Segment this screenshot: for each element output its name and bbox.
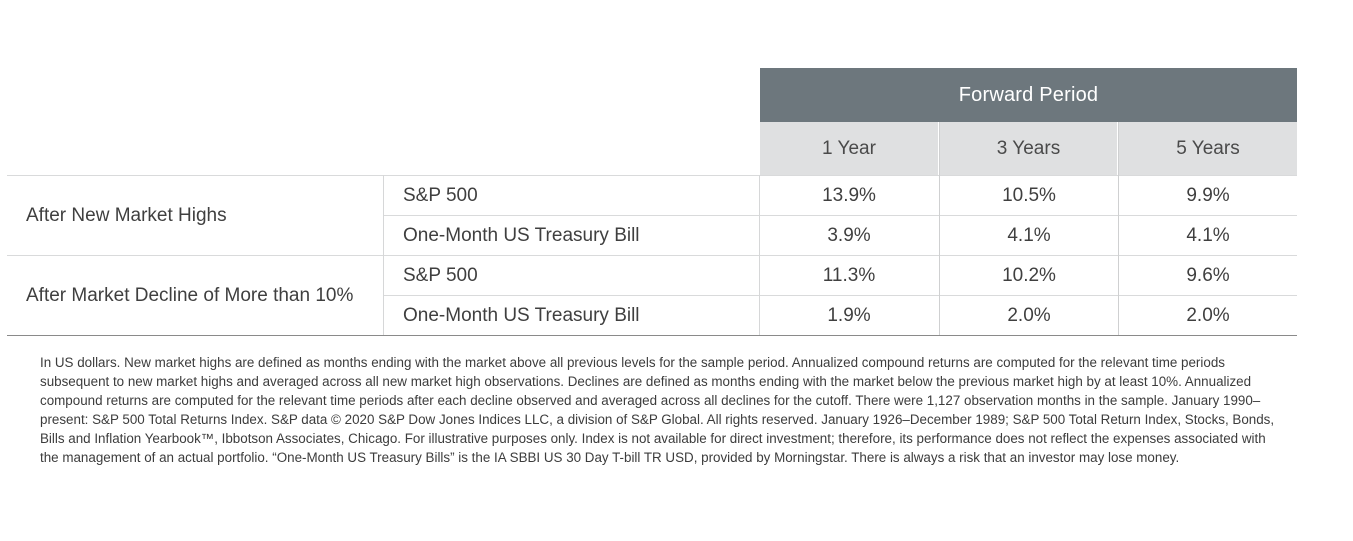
row-label-tbill: One-Month US Treasury Bill [403, 225, 640, 246]
group-label-decline: After Market Decline of More than 10% [26, 285, 354, 306]
column-header-1-year: 1 Year [760, 122, 938, 175]
table-cell: 10.5% [1002, 185, 1056, 206]
column-header-5-years: 5 Years [1119, 122, 1297, 175]
forward-period-header: Forward Period [760, 68, 1297, 122]
row-label-sp500: S&P 500 [403, 185, 478, 206]
table-top-rule [7, 175, 1297, 176]
group-label-new-highs: After New Market Highs [26, 205, 227, 226]
table-cell: 9.6% [1186, 265, 1230, 286]
column-header-3-years: 3 Years [940, 122, 1117, 175]
table-cell: 4.1% [1186, 225, 1230, 246]
column-divider [383, 175, 384, 335]
row-label-tbill: One-Month US Treasury Bill [403, 305, 640, 326]
table-cell: 11.3% [822, 265, 876, 286]
table-cell: 2.0% [1007, 305, 1051, 326]
row-divider [383, 215, 1297, 216]
group-divider [7, 255, 1297, 256]
row-divider [383, 295, 1297, 296]
column-divider [1118, 122, 1119, 335]
row-label-sp500: S&P 500 [403, 265, 478, 286]
table-cell: 9.9% [1186, 185, 1230, 206]
column-divider [759, 175, 760, 335]
table-cell: 10.2% [1002, 265, 1056, 286]
table-cell: 2.0% [1186, 305, 1230, 326]
table-cell: 3.9% [827, 225, 871, 246]
column-divider [939, 122, 940, 335]
footnote-text: In US dollars. New market highs are defi… [40, 355, 1275, 465]
table-bottom-rule [7, 335, 1297, 336]
table-cell: 4.1% [1007, 225, 1051, 246]
table-cell: 1.9% [827, 305, 871, 326]
table-cell: 13.9% [822, 185, 876, 206]
